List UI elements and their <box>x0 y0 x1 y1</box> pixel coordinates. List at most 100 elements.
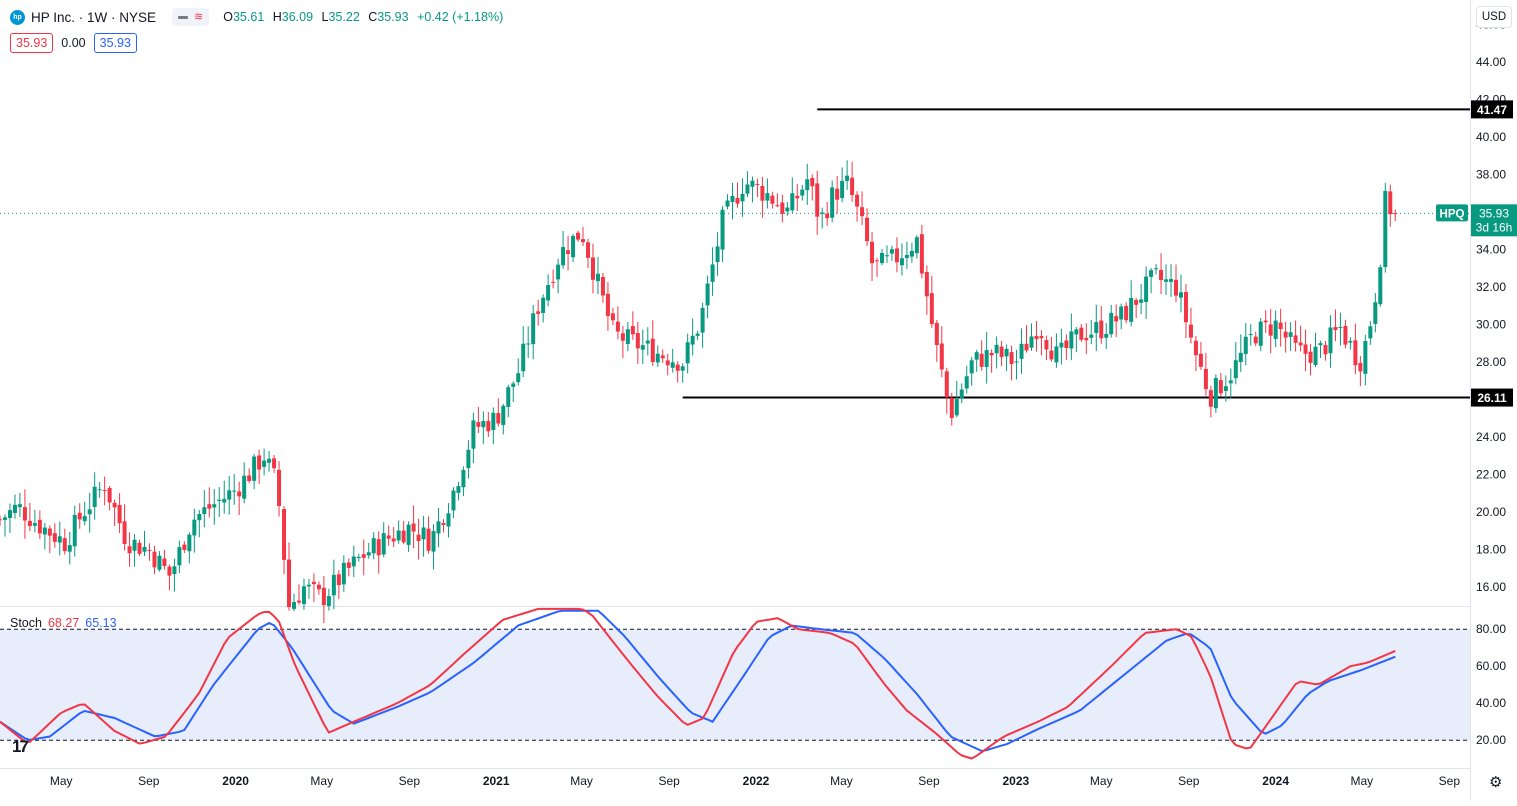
price-axis-label: 34.00 <box>1476 243 1506 257</box>
candle-body <box>1109 312 1114 335</box>
time-axis-label: Sep <box>399 774 421 788</box>
time-axis-label: 2024 <box>1262 774 1289 788</box>
candle-body <box>366 552 371 556</box>
candle-body <box>640 345 645 350</box>
candle-body <box>1393 213 1398 215</box>
candle-body <box>914 237 919 254</box>
candle-body <box>825 213 830 219</box>
candle-body <box>790 193 795 211</box>
tradingview-logo-icon[interactable]: 17 <box>12 737 29 756</box>
candle-body <box>1059 342 1064 348</box>
candle-body <box>386 535 391 539</box>
candle-body <box>979 353 984 367</box>
candle-body <box>7 510 12 518</box>
stoch-axis-label: 60.00 <box>1476 659 1506 673</box>
candle-body <box>232 490 237 492</box>
candle-body <box>1318 343 1323 346</box>
ohlc-close-value: 35.93 <box>377 10 409 24</box>
candle-body <box>740 193 745 202</box>
candle-body <box>685 342 690 364</box>
symbol-title[interactable]: HP Inc. · 1W · NYSE <box>31 9 157 25</box>
gear-icon[interactable]: ⚙ <box>1489 774 1503 791</box>
candle-body <box>1149 270 1154 277</box>
candle-body <box>122 521 127 545</box>
candle-body <box>391 538 396 542</box>
candle-body <box>37 519 42 534</box>
candle-body <box>919 234 924 274</box>
candle-body <box>1004 348 1009 357</box>
candle-body <box>1104 333 1109 338</box>
ohlc-close-key: C <box>368 10 378 24</box>
candle-body <box>595 273 600 282</box>
candle-body <box>0 519 2 521</box>
candle-body <box>311 581 316 585</box>
candle-body <box>1094 322 1099 334</box>
candle-body <box>1243 336 1248 354</box>
candle-body <box>845 175 850 181</box>
symbol-tag <box>1436 204 1468 222</box>
candle-body <box>715 246 720 262</box>
stoch-name[interactable]: Stoch <box>10 616 42 630</box>
candle-body <box>561 247 566 266</box>
candle-body <box>197 514 202 521</box>
sell-price-box[interactable]: 35.93 <box>10 33 54 53</box>
time-axis-label: Sep <box>1439 774 1461 788</box>
time-axis-label: May <box>310 774 333 788</box>
bar-countdown-label: 3d 16h <box>1476 220 1513 234</box>
company-logo-icon[interactable]: hp <box>10 9 25 25</box>
candle-body <box>850 177 855 196</box>
price-axis-label: 38.00 <box>1476 167 1506 181</box>
candle-body <box>1328 327 1333 354</box>
candle-body <box>1193 340 1198 356</box>
candle-body <box>630 326 635 335</box>
candle-body <box>556 264 561 280</box>
series-visibility-toggle[interactable]: ≋ <box>172 8 210 26</box>
price-axis-label: 16.00 <box>1476 580 1506 594</box>
symbol-header: hp HP Inc. · 1W · NYSE ≋ O35.61 H36.09 L… <box>10 8 503 26</box>
currency-selector[interactable]: USD <box>1476 6 1512 28</box>
stoch-axis-label: 20.00 <box>1476 733 1506 747</box>
candle-body <box>700 307 705 333</box>
candle-body <box>1223 386 1228 392</box>
candle-body <box>889 249 894 254</box>
candle-body <box>1308 351 1313 363</box>
buy-price-box[interactable]: 35.93 <box>93 33 137 53</box>
candle-body <box>132 539 137 551</box>
candle-body <box>994 344 999 354</box>
candle-body <box>147 549 152 551</box>
price-axis-label: 20.00 <box>1476 505 1506 519</box>
candle-body <box>526 343 531 345</box>
candle-body <box>610 313 615 321</box>
candle-body <box>536 311 541 314</box>
candle-body <box>491 412 496 431</box>
candle-body <box>785 207 790 212</box>
candle-body <box>301 586 306 605</box>
candle-body <box>471 420 476 449</box>
candle-body <box>1034 335 1039 340</box>
price-axis-label: 18.00 <box>1476 543 1506 557</box>
candle-body <box>620 333 625 341</box>
candle-body <box>441 523 446 525</box>
candle-body <box>1164 279 1169 282</box>
time-axis-label: May <box>50 774 73 788</box>
candle-body <box>1353 340 1358 366</box>
candle-body <box>12 504 17 513</box>
candle-body <box>87 509 92 515</box>
candle-body <box>32 523 37 526</box>
candle-body <box>1049 350 1054 360</box>
candle-body <box>217 499 222 502</box>
price-axis-label: 30.00 <box>1476 318 1506 332</box>
candle-body <box>1373 302 1378 324</box>
candle-body <box>431 531 436 552</box>
candle-body <box>755 183 760 185</box>
candle-body <box>321 587 326 606</box>
candle-body <box>1139 299 1144 303</box>
candle-body <box>1114 316 1119 322</box>
candle-body <box>909 250 914 257</box>
candle-body <box>880 252 884 264</box>
candle-body <box>690 335 695 345</box>
spread-value: 0.00 <box>61 36 86 50</box>
candle-body <box>112 502 117 508</box>
